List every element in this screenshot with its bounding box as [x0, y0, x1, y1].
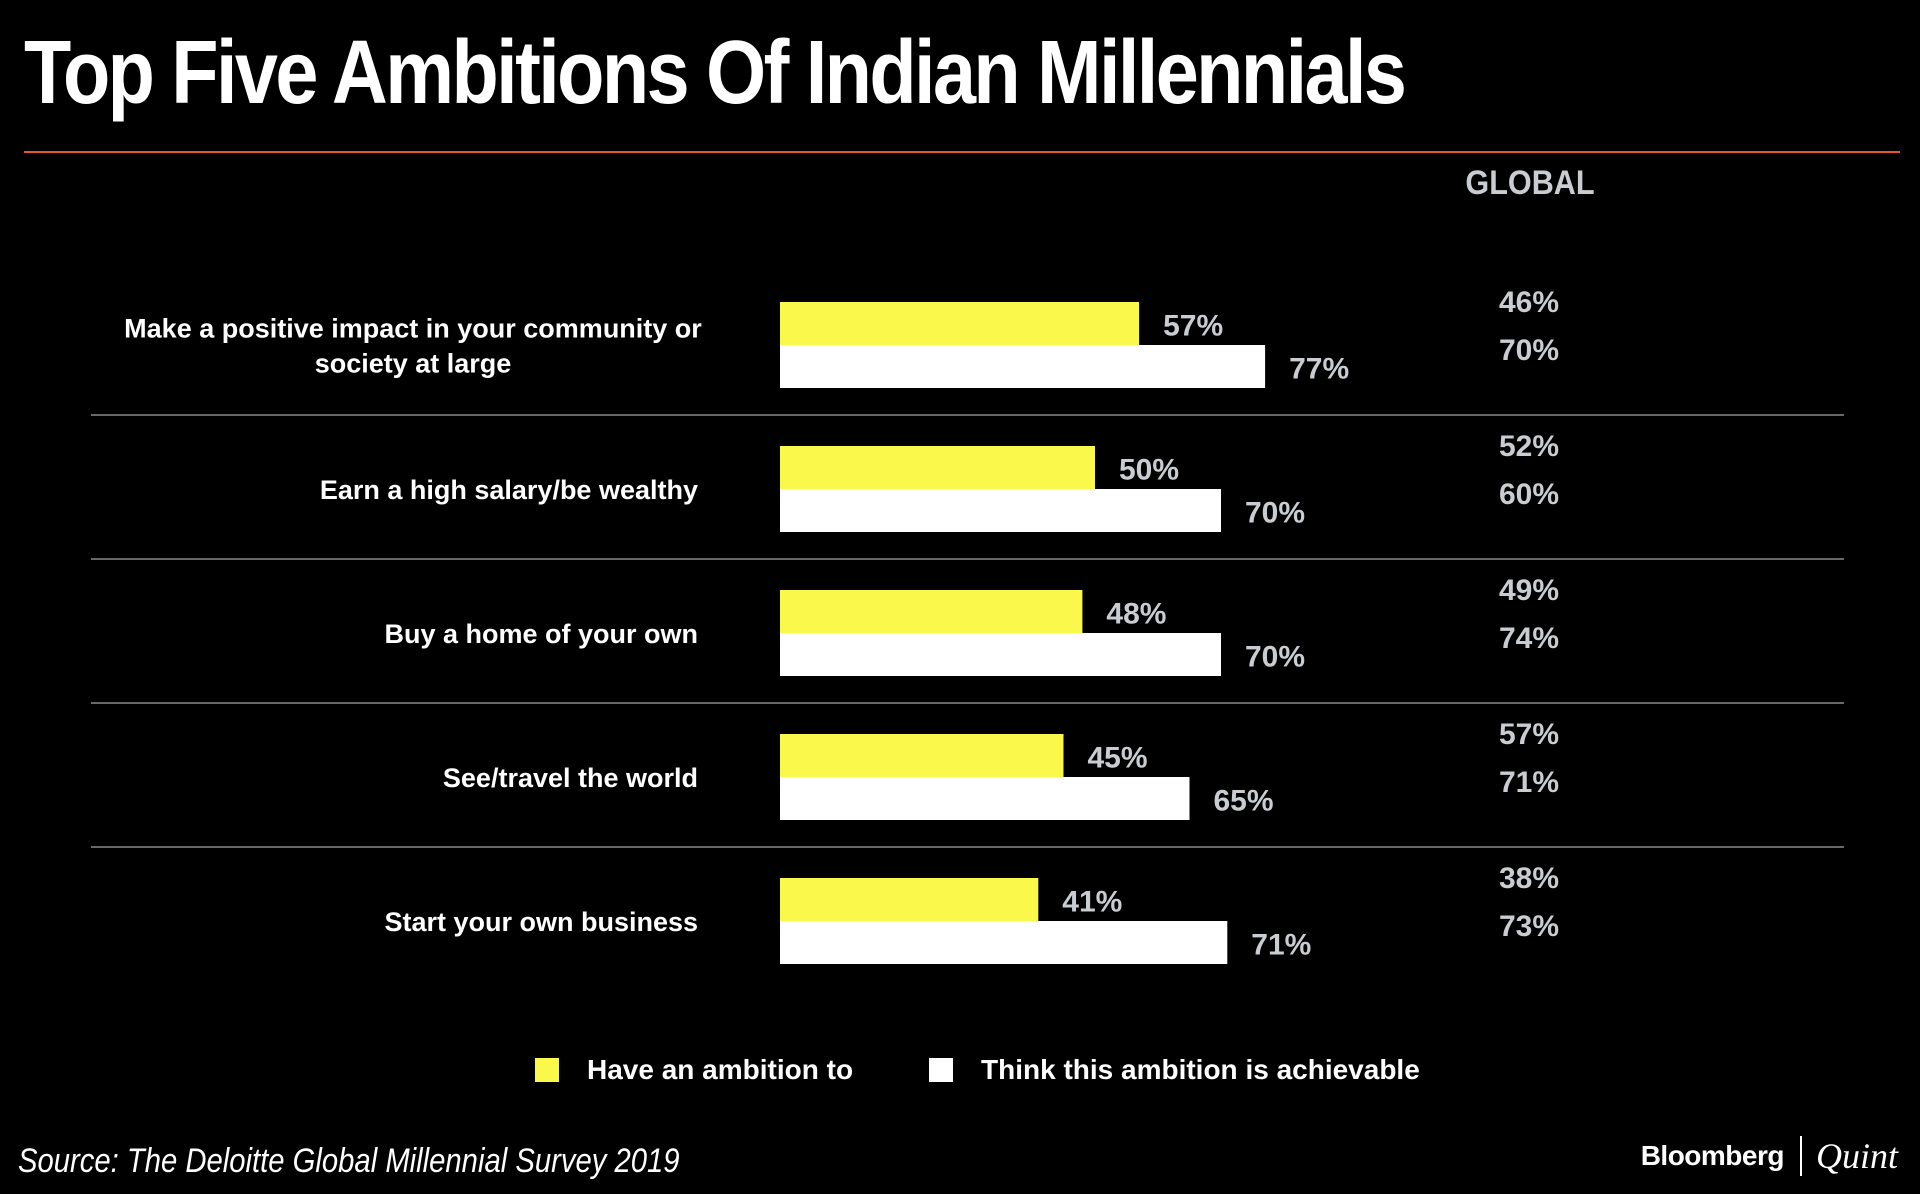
- bar-ambition: [780, 302, 1140, 345]
- global-value-achievable: 71%: [1499, 766, 1559, 799]
- title-divider: [24, 151, 1900, 153]
- chart-title: Top Five Ambitions Of Indian Millennials: [24, 23, 1407, 123]
- brand-separator: [1799, 1136, 1802, 1176]
- data-label-ambition: 45%: [1088, 742, 1148, 775]
- bar-ambition: [780, 734, 1064, 777]
- category-label: society at large: [315, 349, 512, 379]
- bar-achievable: [780, 633, 1221, 676]
- global-value-ambition: 57%: [1499, 718, 1559, 751]
- global-value-achievable: 73%: [1499, 910, 1559, 943]
- global-column-header: GLOBAL: [1465, 164, 1595, 202]
- global-value-achievable: 74%: [1499, 622, 1559, 655]
- brand-secondary: Quint: [1815, 1136, 1898, 1176]
- data-label-achievable: 77%: [1289, 353, 1349, 386]
- data-label-achievable: 70%: [1245, 497, 1305, 530]
- legend-item-achievable: Think this ambition is achievable: [929, 1054, 1420, 1086]
- bar-ambition: [780, 590, 1083, 633]
- legend: Have an ambition to Think this ambition …: [0, 1054, 1920, 1094]
- category-label: See/travel the world: [443, 763, 698, 793]
- global-value-ambition: 49%: [1499, 574, 1559, 607]
- data-label-ambition: 41%: [1062, 886, 1122, 919]
- brand-logo: Bloomberg Quint: [1641, 1134, 1898, 1178]
- bar-achievable: [780, 345, 1266, 388]
- legend-swatch-achievable: [929, 1058, 953, 1082]
- data-label-ambition: 57%: [1163, 310, 1223, 343]
- data-label-achievable: 71%: [1251, 929, 1311, 962]
- global-value-ambition: 52%: [1499, 430, 1559, 463]
- legend-swatch-ambition: [535, 1058, 559, 1082]
- bar-ambition: [780, 878, 1039, 921]
- bar-ambition: [780, 446, 1095, 489]
- bar-achievable: [780, 777, 1190, 820]
- legend-item-ambition: Have an ambition to: [535, 1054, 853, 1086]
- category-label: Make a positive impact in your community…: [124, 314, 702, 344]
- global-value-ambition: 38%: [1499, 862, 1559, 895]
- legend-label-achievable: Think this ambition is achievable: [981, 1054, 1420, 1085]
- bar-achievable: [780, 921, 1228, 964]
- brand-primary: Bloomberg: [1640, 1140, 1785, 1171]
- bar-achievable: [780, 489, 1221, 532]
- data-label-ambition: 48%: [1106, 598, 1166, 631]
- global-value-achievable: 70%: [1499, 334, 1559, 367]
- data-label-ambition: 50%: [1119, 454, 1179, 487]
- data-label-achievable: 70%: [1245, 641, 1305, 674]
- legend-label-ambition: Have an ambition to: [587, 1054, 854, 1085]
- bar-chart: Make a positive impact in your community…: [91, 286, 1844, 964]
- category-label: Start your own business: [384, 907, 698, 937]
- data-label-achievable: 65%: [1214, 785, 1274, 818]
- source-note: Source: The Deloitte Global Millennial S…: [18, 1142, 680, 1180]
- global-value-ambition: 46%: [1499, 286, 1559, 319]
- category-label: Buy a home of your own: [384, 619, 698, 649]
- category-label: Earn a high salary/be wealthy: [320, 475, 698, 505]
- global-value-achievable: 60%: [1499, 478, 1559, 511]
